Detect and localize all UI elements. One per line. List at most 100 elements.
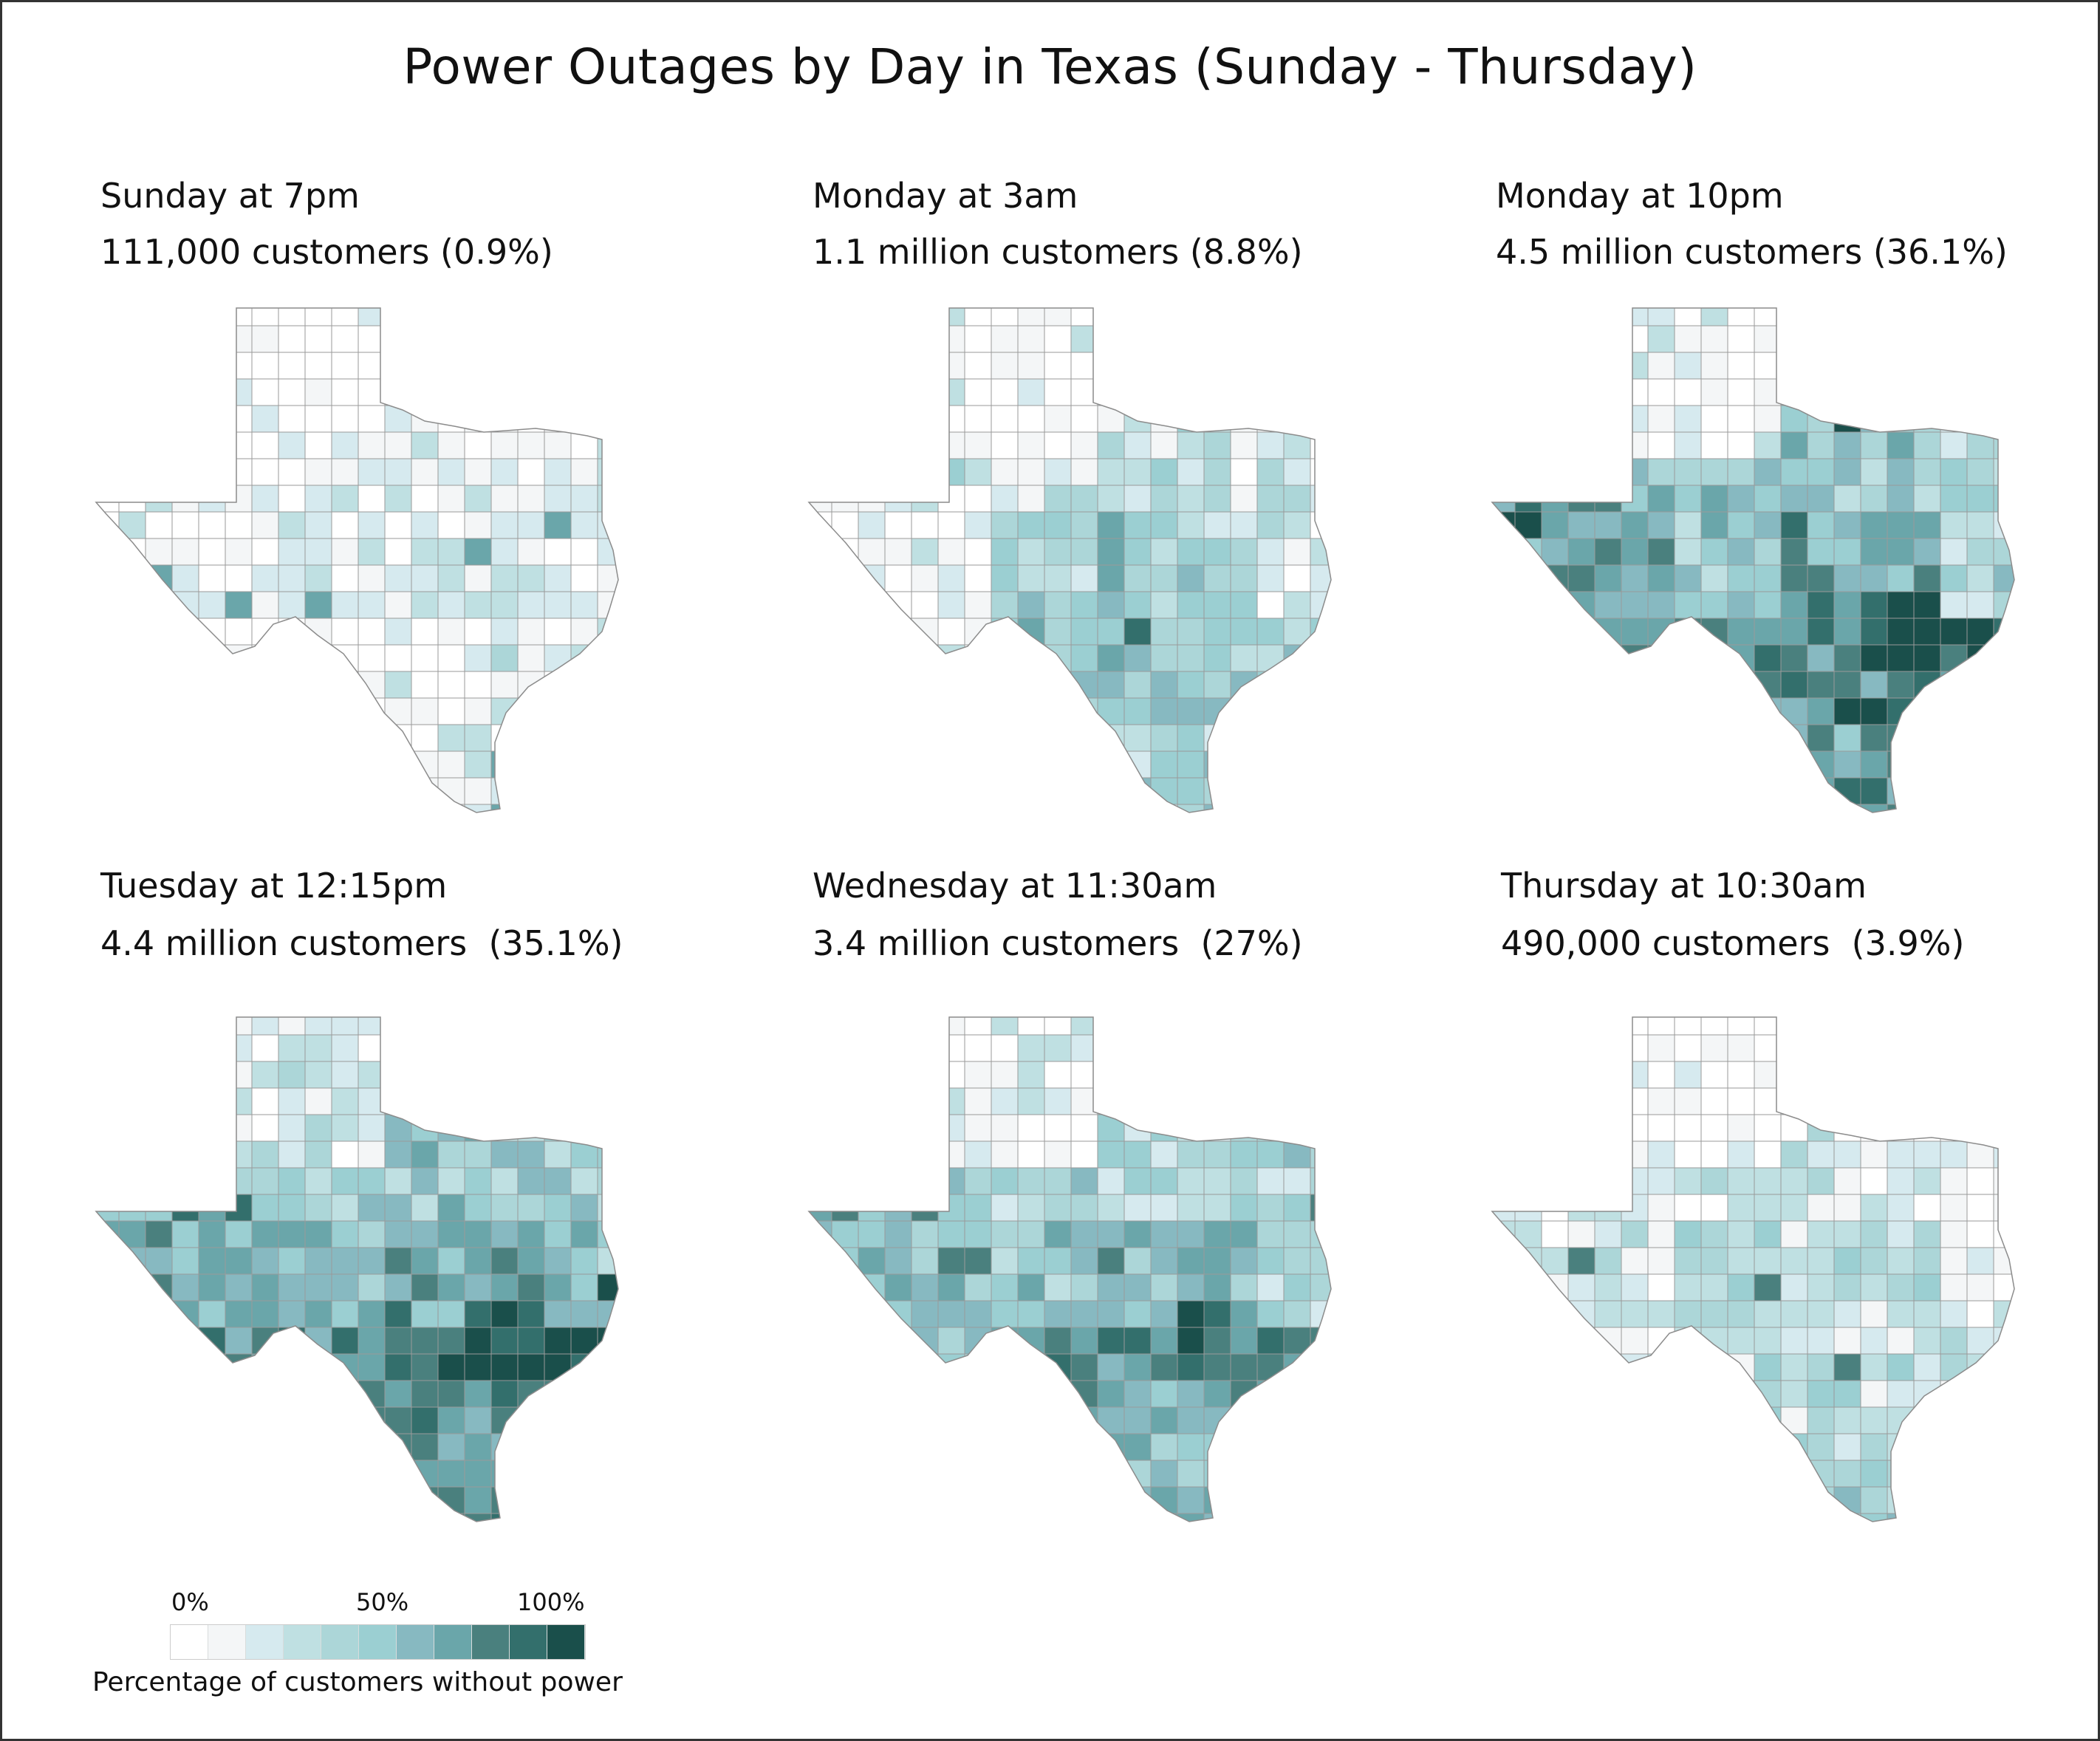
- county-panhandle: [225, 308, 253, 326]
- county-southeast: [1310, 1406, 1331, 1434]
- county-far_west: [145, 1460, 173, 1488]
- county-east: [1940, 1300, 1968, 1328]
- county-southeast: [1310, 697, 1331, 725]
- county-houston: [1966, 1327, 1994, 1355]
- county-far_west: [1514, 1273, 1542, 1302]
- county-panhandle: [1514, 431, 1542, 459]
- county-valley: [1310, 724, 1331, 752]
- county-far_west: [1621, 564, 1649, 592]
- county-panhandle: [1700, 378, 1728, 406]
- county-valley: [544, 1460, 572, 1488]
- county-central: [1833, 564, 1861, 592]
- county-south: [1780, 671, 1808, 699]
- county-valley: [1070, 777, 1098, 805]
- county-panhandle: [331, 308, 359, 326]
- county-north_central: [464, 308, 492, 326]
- county-far_west: [171, 671, 199, 699]
- county-panhandle: [1674, 405, 1702, 433]
- county-valley: [991, 750, 1019, 779]
- county-east: [1283, 1087, 1311, 1115]
- county-north_central: [1203, 1087, 1231, 1115]
- county-far_west: [884, 485, 912, 513]
- county-east: [1230, 352, 1258, 380]
- county-far_west: [911, 750, 939, 779]
- county-north_central: [1807, 485, 1835, 513]
- county-southeast: [544, 671, 572, 699]
- county-valley: [1177, 1460, 1205, 1488]
- county-panhandle: [1674, 431, 1702, 459]
- county-east: [1283, 405, 1311, 433]
- county-valley: [1833, 1433, 1861, 1461]
- county-panhandle: [964, 1114, 992, 1142]
- county-north_central: [1150, 1017, 1178, 1036]
- county-valley: [358, 1460, 386, 1488]
- county-panhandle: [964, 405, 992, 433]
- county-south: [1807, 644, 1835, 672]
- county-east: [1283, 1017, 1311, 1036]
- county-panhandle: [1700, 1034, 1728, 1062]
- county-valley: [1913, 1433, 1941, 1461]
- county-north_central: [278, 485, 306, 513]
- county-southeast: [1833, 1406, 1861, 1434]
- county-north_central: [1070, 485, 1098, 513]
- figure-title: Power Outages by Day in Texas (Sunday - …: [403, 38, 1697, 95]
- county-north_central: [437, 431, 465, 459]
- county-west_central: [1727, 1300, 1755, 1328]
- county-north_central: [1887, 1087, 1915, 1115]
- county-houston: [1913, 644, 1941, 672]
- county-far_west: [809, 697, 832, 725]
- county-far_west: [1514, 618, 1542, 646]
- county-far_west: [171, 538, 199, 566]
- county-east: [1256, 1114, 1285, 1142]
- county-southeast: [1860, 697, 1888, 725]
- county-valley: [1993, 804, 2014, 813]
- county-north_central: [278, 1194, 306, 1222]
- county-valley: [1150, 750, 1178, 779]
- county-north_central: [437, 405, 465, 433]
- county-south: [304, 1353, 332, 1381]
- county-south: [358, 1327, 386, 1355]
- county-far_west: [145, 750, 173, 779]
- county-north_central: [1150, 1114, 1178, 1142]
- county-houston: [1860, 1327, 1888, 1355]
- county-far_west: [1621, 1273, 1649, 1302]
- county-valley: [1230, 750, 1258, 779]
- county-north_central: [1860, 458, 1888, 486]
- panel-5-summary: 3.4 million customers (27%): [813, 923, 1303, 963]
- county-south: [1097, 1247, 1125, 1275]
- county-east: [597, 1061, 618, 1089]
- county-valley: [1887, 804, 1915, 813]
- county-panhandle: [1754, 405, 1782, 433]
- county-far_west: [225, 724, 253, 752]
- county-far_west: [964, 750, 992, 779]
- county-panhandle: [1727, 378, 1755, 406]
- county-panhandle: [1567, 352, 1595, 380]
- county-east: [544, 308, 572, 326]
- county-valley: [517, 1513, 545, 1522]
- county-panhandle: [1727, 308, 1755, 326]
- county-north_central: [304, 1194, 332, 1222]
- county-central: [1123, 1273, 1152, 1302]
- county-north_central: [437, 485, 465, 513]
- county-west_central: [304, 1273, 332, 1302]
- county-north_central: [1097, 1034, 1125, 1062]
- county-east: [1230, 1140, 1258, 1169]
- county-east: [544, 1087, 572, 1115]
- county-north_central: [1070, 458, 1098, 486]
- county-panhandle: [304, 1061, 332, 1089]
- county-panhandle: [118, 1140, 146, 1169]
- county-far_west: [809, 1406, 832, 1434]
- county-west_central: [991, 1220, 1019, 1248]
- county-valley: [1993, 777, 2014, 805]
- county-south: [1123, 1406, 1152, 1434]
- county-far_west: [1492, 1486, 1516, 1514]
- county-far_west: [911, 1194, 939, 1222]
- county-north_central: [490, 431, 519, 459]
- county-north_central: [1887, 1194, 1915, 1222]
- county-panhandle: [937, 405, 965, 433]
- county-far_west: [171, 777, 199, 805]
- county-north_central: [384, 1034, 412, 1062]
- county-valley: [1727, 750, 1755, 779]
- county-panhandle: [1700, 431, 1728, 459]
- county-valley: [570, 804, 598, 813]
